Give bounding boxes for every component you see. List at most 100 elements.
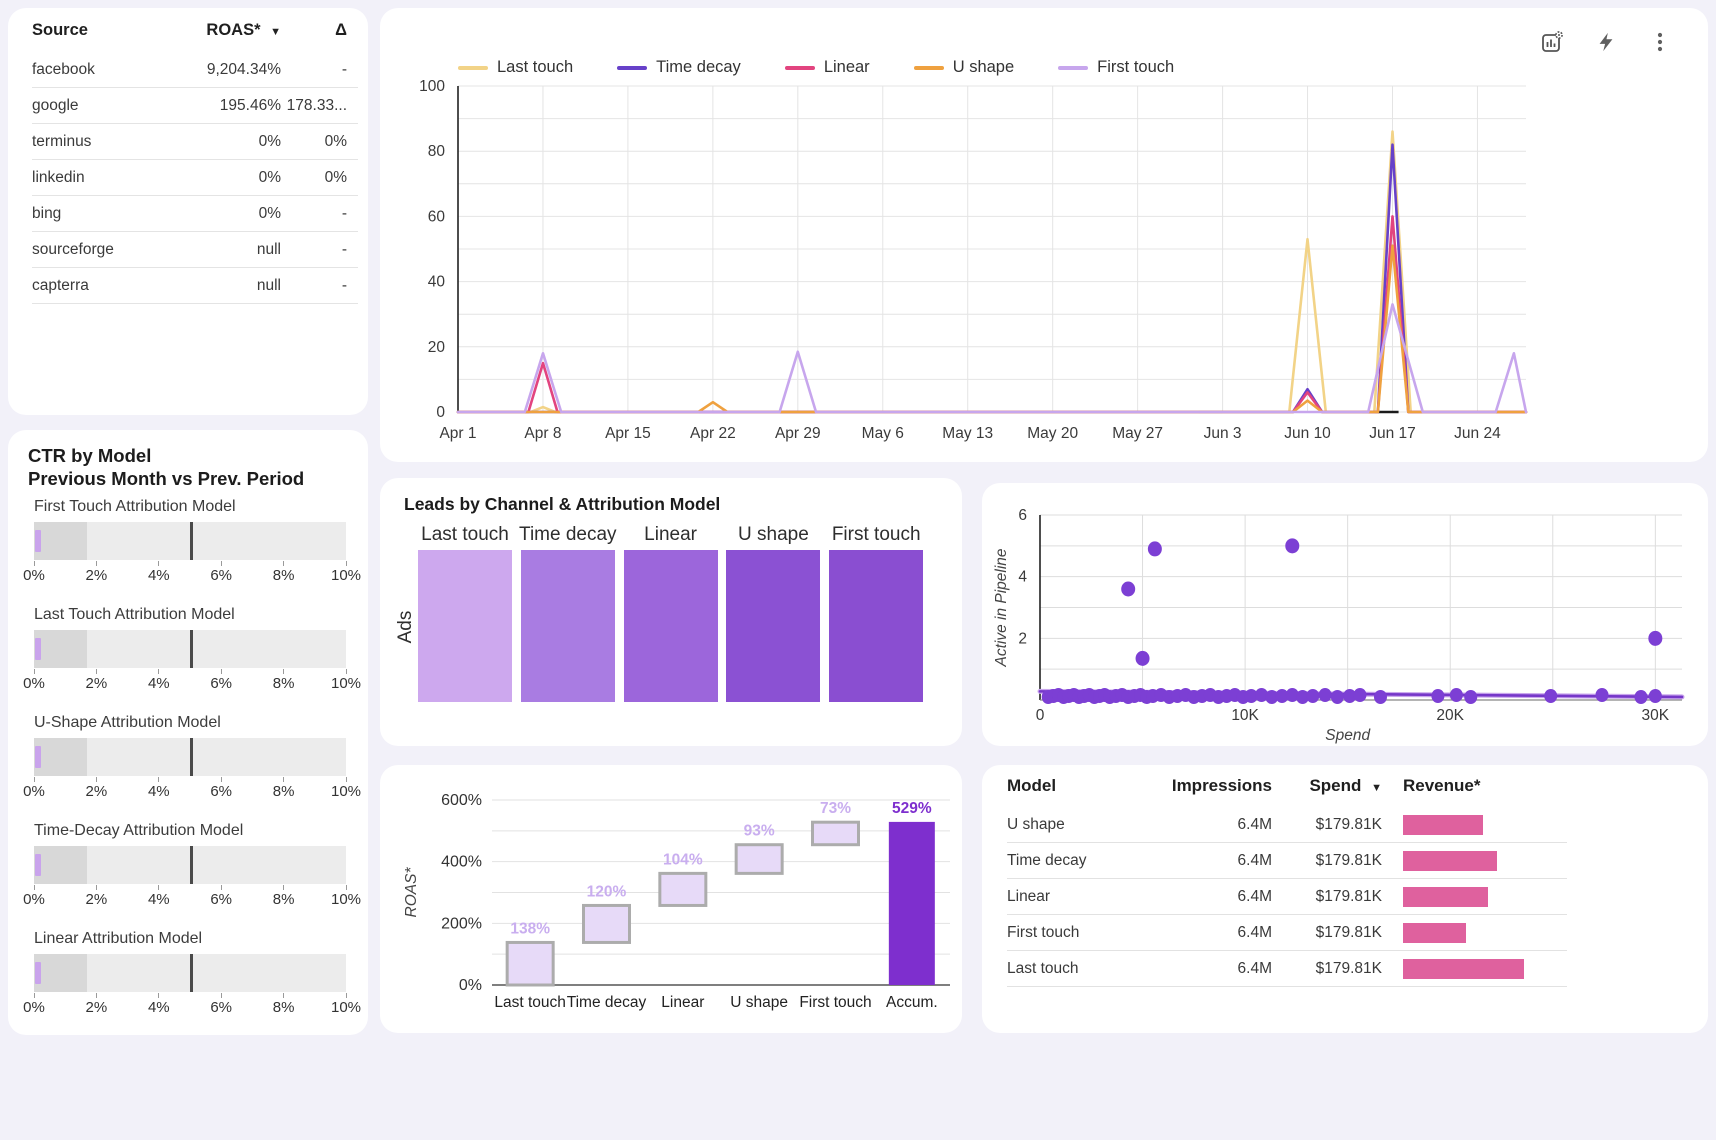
x-tick-label: May 6 <box>862 425 904 442</box>
pipeline-scatter-chart[interactable]: 2 4 6 0 10K 20K 30K Spend Active in Pipeline <box>982 483 1708 746</box>
table-row[interactable]: google 195.46% 178.33... <box>8 88 368 123</box>
legend-swatch <box>784 65 815 70</box>
axis-tick <box>95 561 97 566</box>
bullet-track[interactable] <box>34 846 346 884</box>
bullet-target-marker <box>190 522 193 560</box>
source-cell: facebook <box>32 60 95 78</box>
bullet-value-bar <box>35 530 42 552</box>
legend-item[interactable]: Last touch <box>458 58 573 77</box>
table-row[interactable]: sourceforge null - <box>8 232 368 267</box>
legend-item[interactable]: Time decay <box>617 58 741 77</box>
col-header-delta[interactable]: Δ <box>335 20 347 39</box>
heatmap-cell[interactable] <box>520 550 615 702</box>
legend-swatch <box>617 65 648 70</box>
col-header-revenue[interactable]: Revenue* <box>1403 776 1481 795</box>
x-axis-title: Spend <box>1325 727 1371 744</box>
source-table-header: Source ROAS* ▼ Δ <box>8 8 368 52</box>
revenue-bar <box>1403 922 1466 943</box>
axis-tick <box>220 993 222 998</box>
x-tick-label: Jun 24 <box>1454 425 1501 442</box>
row-divider <box>1007 986 1567 987</box>
col-header-source[interactable]: Source <box>32 20 88 39</box>
heatmap-cell[interactable] <box>726 550 821 702</box>
ctr-bullet-group: First Touch Attribution Model 0% 2% 4% 6% 8% 1… <box>8 498 368 606</box>
legend-item[interactable]: First touch <box>1058 58 1174 77</box>
table-row[interactable]: facebook 9,204.34% - <box>8 52 368 87</box>
scatter-point <box>1595 688 1609 702</box>
y-tick-label: 200% <box>441 915 482 932</box>
table-row[interactable]: First touch 6.4M $179.81K <box>982 915 1708 950</box>
table-row[interactable]: terminus 0% 0% <box>8 124 368 159</box>
col-header-roas[interactable]: ROAS* ▼ <box>206 20 281 39</box>
chart-settings-icon[interactable] <box>1540 30 1564 54</box>
timeseries-chart[interactable]: 0 20 40 60 80 100 Apr 1 Apr 8 Apr 15 Apr 22 Apr 29… <box>380 74 1708 459</box>
axis-tick <box>283 561 285 566</box>
roas-cell: null <box>256 240 281 258</box>
bullet-track[interactable] <box>34 738 346 776</box>
col-header-spend[interactable]: Spend ▼ <box>1309 776 1382 795</box>
delta-cell: 0% <box>324 168 347 186</box>
spend-cell: $179.81K <box>1315 959 1382 977</box>
series-line-u-shape <box>456 244 1528 414</box>
waterfall-bar <box>734 843 784 875</box>
axis-tick <box>158 885 160 890</box>
scatter-point <box>1306 689 1320 703</box>
table-row[interactable]: linkedin 0% 0% <box>8 160 368 195</box>
sort-arrow-icon: ▼ <box>1371 782 1382 794</box>
flash-icon[interactable] <box>1594 30 1618 54</box>
waterfall-bar <box>811 820 860 847</box>
bar-value-label: 104% <box>663 851 703 868</box>
x-tick-label: Jun 17 <box>1369 425 1416 442</box>
model-table-header-row: Model Impressions Spend ▼ Revenue* <box>982 765 1708 807</box>
axis-tick <box>345 885 347 890</box>
x-tick-label: May 27 <box>1112 425 1163 442</box>
bullet-model-label: Time-Decay Attribution Model <box>34 822 244 839</box>
col-header-impressions[interactable]: Impressions <box>1171 776 1272 795</box>
col-header-model[interactable]: Model <box>1007 776 1057 795</box>
table-row[interactable]: U shape 6.4M $179.81K <box>982 807 1708 842</box>
table-row[interactable]: Linear 6.4M $179.81K <box>982 879 1708 914</box>
axis-tick-label: 10% <box>330 783 362 800</box>
delta-cell: - <box>341 204 347 222</box>
bullet-value-bar <box>35 854 42 876</box>
legend-item[interactable]: Linear <box>784 58 870 77</box>
row-divider <box>32 195 358 196</box>
bullet-track[interactable] <box>34 630 346 668</box>
spend-cell: $179.81K <box>1315 887 1382 905</box>
table-row[interactable]: bing 0% - <box>8 196 368 231</box>
scatter-point <box>1343 689 1357 703</box>
heatmap-cell[interactable] <box>829 550 924 702</box>
kebab-menu-icon[interactable] <box>1648 30 1672 54</box>
bullet-track[interactable] <box>34 954 346 992</box>
legend-item[interactable]: U shape <box>913 58 1014 77</box>
table-row[interactable]: capterra null - <box>8 268 368 303</box>
model-cell: Last touch <box>1007 959 1079 977</box>
waterfall-total-bar <box>888 821 935 985</box>
heatmap-cell[interactable] <box>418 550 512 702</box>
bar-value-label: 73% <box>820 800 851 817</box>
heatmap-cell[interactable] <box>623 550 718 702</box>
axis-tick-label: 0% <box>23 999 45 1016</box>
spend-cell: $179.81K <box>1315 923 1382 941</box>
roas-cell: 0% <box>258 132 281 150</box>
table-row[interactable]: Time decay 6.4M $179.81K <box>982 843 1708 878</box>
axis-tick <box>158 561 160 566</box>
axis-tick <box>345 669 347 674</box>
bullet-axis: 0% 2% 4% 6% 8% 10% <box>23 776 361 802</box>
scatter-point <box>1135 650 1150 666</box>
revenue-bar <box>1403 814 1483 835</box>
axis-tick <box>283 669 285 674</box>
x-category-label: Accum. <box>886 994 938 1011</box>
axis-tick-label: 2% <box>85 675 108 692</box>
scatter-point <box>1296 690 1310 704</box>
axis-tick-label: 4% <box>147 891 170 908</box>
bullet-track[interactable] <box>34 522 346 560</box>
table-row[interactable]: Last touch 6.4M $179.81K <box>982 951 1708 986</box>
axis-tick <box>158 993 160 998</box>
scatter-point <box>1255 688 1269 702</box>
roas-waterfall-chart[interactable]: 0% 200% 400% 600% ROAS* 138% Last touch 120% Tim… <box>380 765 962 1033</box>
x-tick-label: May 20 <box>1027 425 1078 442</box>
axis-tick-label: 2% <box>85 567 108 584</box>
impressions-cell: 6.4M <box>1237 851 1272 869</box>
bullet-value-bar <box>35 962 42 984</box>
